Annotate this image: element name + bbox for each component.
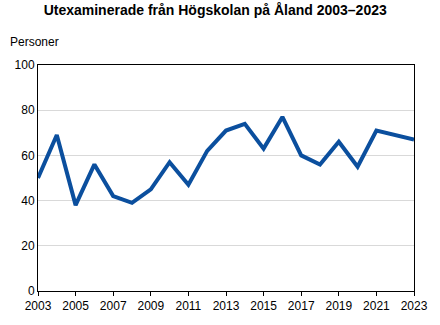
svg-text:2011: 2011	[175, 299, 201, 313]
svg-text:2021: 2021	[363, 299, 390, 313]
svg-text:2005: 2005	[62, 299, 89, 313]
svg-text:Utexaminerade från Högskolan p: Utexaminerade från Högskolan på Åland 20…	[44, 2, 387, 18]
svg-text:2017: 2017	[288, 299, 315, 313]
svg-text:80: 80	[21, 103, 35, 117]
svg-text:2023: 2023	[401, 299, 428, 313]
svg-text:60: 60	[21, 149, 35, 163]
svg-text:2013: 2013	[213, 299, 240, 313]
svg-text:2009: 2009	[137, 299, 164, 313]
svg-text:2015: 2015	[250, 299, 277, 313]
svg-text:0: 0	[28, 284, 35, 298]
svg-text:2007: 2007	[100, 299, 127, 313]
svg-text:40: 40	[21, 194, 35, 208]
svg-text:Personer: Personer	[10, 35, 59, 49]
svg-text:2019: 2019	[325, 299, 352, 313]
svg-text:100: 100	[15, 58, 35, 72]
svg-text:20: 20	[21, 239, 35, 253]
svg-text:2003: 2003	[25, 299, 52, 313]
